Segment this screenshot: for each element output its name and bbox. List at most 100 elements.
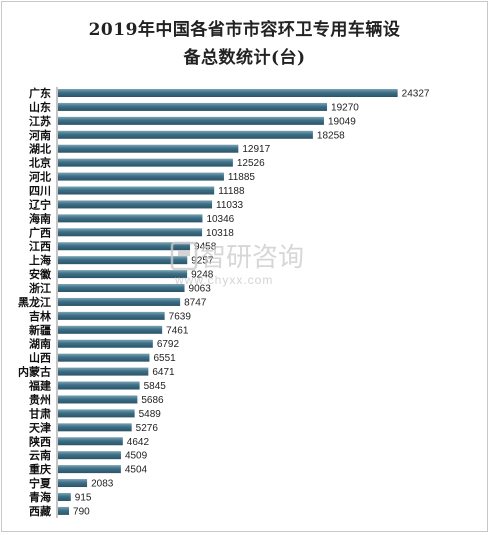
- value-label: 9257: [191, 256, 214, 267]
- bar: [58, 284, 185, 293]
- bar: [58, 437, 123, 446]
- category-label: 福建: [28, 379, 52, 393]
- bar: [58, 479, 88, 488]
- category-label: 贵州: [29, 392, 51, 406]
- category-label: 新疆: [29, 323, 51, 337]
- value-label: 4509: [125, 451, 148, 462]
- category-label: 内蒙古: [18, 365, 51, 379]
- category-label: 重庆: [29, 462, 51, 476]
- bar: [58, 423, 132, 432]
- category-label: 江西: [29, 239, 51, 253]
- value-label: 11885: [228, 172, 256, 183]
- category-label: 陕西: [29, 434, 51, 448]
- watermark-url: www.chyxx.com: [174, 273, 273, 287]
- bar: [58, 214, 203, 223]
- category-label: 河南: [29, 128, 51, 142]
- category-label: 辽宁: [29, 197, 51, 211]
- value-label: 4642: [127, 437, 150, 448]
- bar: [58, 465, 121, 474]
- chart-title-line-1: 2019年中国各省市市容环卫专用车辆设: [88, 20, 401, 40]
- category-label: 海南: [29, 211, 51, 225]
- value-label: 11033: [216, 200, 244, 211]
- bar: [58, 395, 138, 404]
- value-label: 915: [75, 492, 92, 503]
- value-label: 6471: [152, 367, 175, 378]
- bar: [58, 325, 163, 334]
- bar: [58, 339, 153, 348]
- bars-group: 广东 24327 山东 19270 江苏 19049 河南 18258 湖北 12917 北京 125…: [18, 86, 430, 518]
- value-label: 5845: [144, 381, 167, 392]
- category-label: 宁夏: [29, 476, 52, 490]
- category-label: 安徽: [29, 267, 52, 281]
- category-label: 甘肃: [29, 406, 51, 420]
- bar: [58, 381, 140, 390]
- bar: [58, 102, 328, 111]
- value-label: 7461: [166, 325, 189, 336]
- bar: [58, 451, 121, 460]
- bar: [58, 130, 313, 139]
- category-label: 浙江: [29, 281, 51, 295]
- bar: [58, 172, 224, 181]
- value-label: 7639: [169, 311, 192, 322]
- category-label: 广东: [29, 86, 51, 100]
- bar: [58, 409, 135, 418]
- value-label: 790: [73, 506, 90, 517]
- value-label: 18258: [317, 130, 345, 141]
- value-label: 19270: [331, 102, 359, 113]
- category-label: 广西: [29, 225, 51, 239]
- category-label: 吉林: [29, 309, 51, 323]
- value-label: 12526: [237, 158, 265, 169]
- bar: [58, 186, 215, 195]
- bar: [58, 353, 150, 362]
- value-label: 12917: [242, 144, 270, 155]
- value-label: 4504: [125, 465, 148, 476]
- bar: [58, 367, 149, 376]
- value-label: 5276: [136, 423, 159, 434]
- value-label: 9458: [194, 242, 217, 253]
- value-label: 5489: [139, 409, 162, 420]
- bar: [58, 228, 203, 237]
- category-label: 北京: [29, 156, 51, 170]
- bar: [58, 89, 398, 97]
- value-label: 6792: [157, 339, 180, 350]
- watermark: 智研咨询 www.chyxx.com: [170, 241, 304, 287]
- bar: [58, 116, 324, 125]
- value-label: 2083: [91, 479, 114, 490]
- bar: [58, 158, 233, 167]
- value-label: 11188: [218, 186, 245, 197]
- watermark-brand: 智研咨询: [200, 243, 304, 273]
- bar: [58, 311, 165, 320]
- value-label: 10346: [206, 214, 234, 225]
- value-label: 9063: [189, 284, 212, 295]
- bar: [58, 256, 188, 265]
- watermark-logo-icon: [170, 241, 198, 271]
- category-label: 四川: [29, 185, 51, 198]
- value-label: 10318: [206, 228, 234, 239]
- category-label: 河北: [29, 170, 51, 184]
- category-label: 黑龙江: [18, 295, 51, 309]
- category-label: 西藏: [29, 504, 51, 518]
- value-label: 9248: [191, 270, 214, 281]
- category-label: 湖南: [29, 337, 51, 351]
- category-label: 云南: [29, 448, 51, 462]
- bar: [58, 506, 70, 515]
- chart-title-line-2: 备总数统计(台): [183, 48, 306, 68]
- category-label: 上海: [29, 253, 51, 267]
- category-label: 天津: [29, 420, 51, 434]
- category-label: 山东: [29, 100, 51, 114]
- value-label: 6551: [153, 353, 176, 364]
- value-label: 24327: [402, 89, 430, 100]
- category-label: 青海: [29, 490, 51, 504]
- category-label: 江苏: [29, 114, 51, 128]
- bar: [58, 270, 188, 279]
- bar: [58, 492, 71, 501]
- value-label: 8747: [184, 297, 207, 308]
- bar: [58, 297, 181, 306]
- bar: [58, 200, 213, 209]
- value-label: 5686: [141, 395, 164, 406]
- category-label: 山西: [29, 351, 51, 365]
- category-label: 湖北: [29, 142, 51, 156]
- value-label: 19049: [328, 116, 356, 127]
- bar: [58, 144, 239, 153]
